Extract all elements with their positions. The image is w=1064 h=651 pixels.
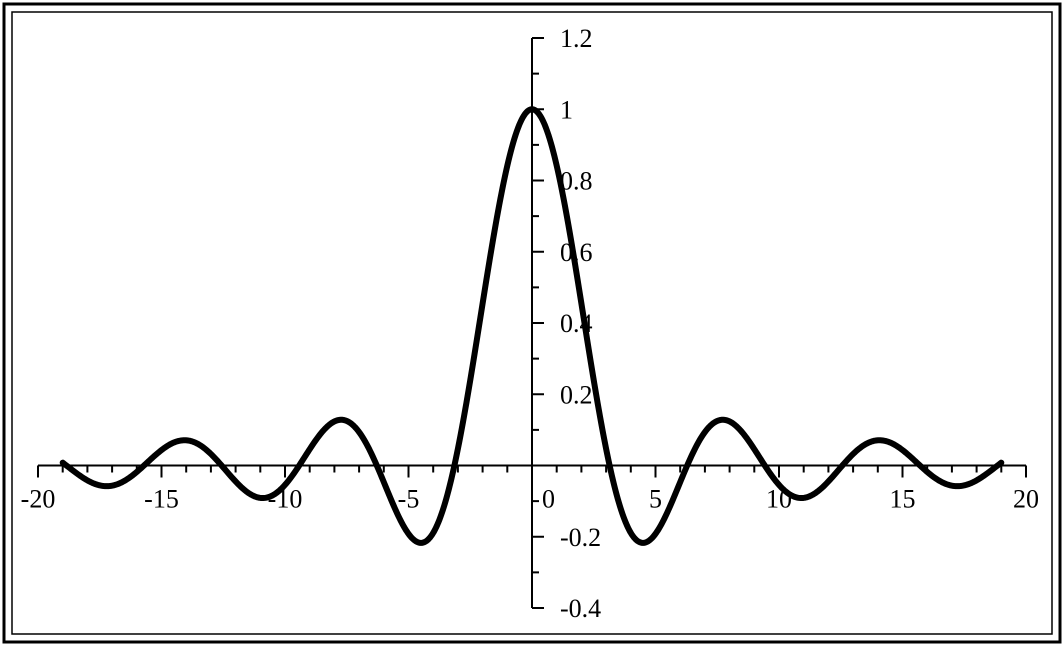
x-tick-label: 20 [1013, 485, 1039, 514]
y-tick-label: -0.2 [560, 523, 601, 552]
x-tick-label: -15 [144, 485, 179, 514]
y-tick-label: -0.4 [560, 594, 601, 623]
chart-container: -20-15-10-505101520-0.4-0.20.20.40.60.81… [0, 0, 1064, 646]
x-tick-label: -5 [398, 485, 420, 514]
y-tick-label: 1.2 [560, 24, 593, 53]
x-tick-label: 15 [890, 485, 916, 514]
sinc-chart: -20-15-10-505101520-0.4-0.20.20.40.60.81… [0, 0, 1064, 646]
y-tick-label: 0.2 [560, 380, 593, 409]
x-tick-label: 5 [649, 485, 662, 514]
x-tick-label: 0 [542, 485, 555, 514]
x-tick-label: -20 [21, 485, 56, 514]
y-tick-label: 1 [560, 95, 573, 124]
